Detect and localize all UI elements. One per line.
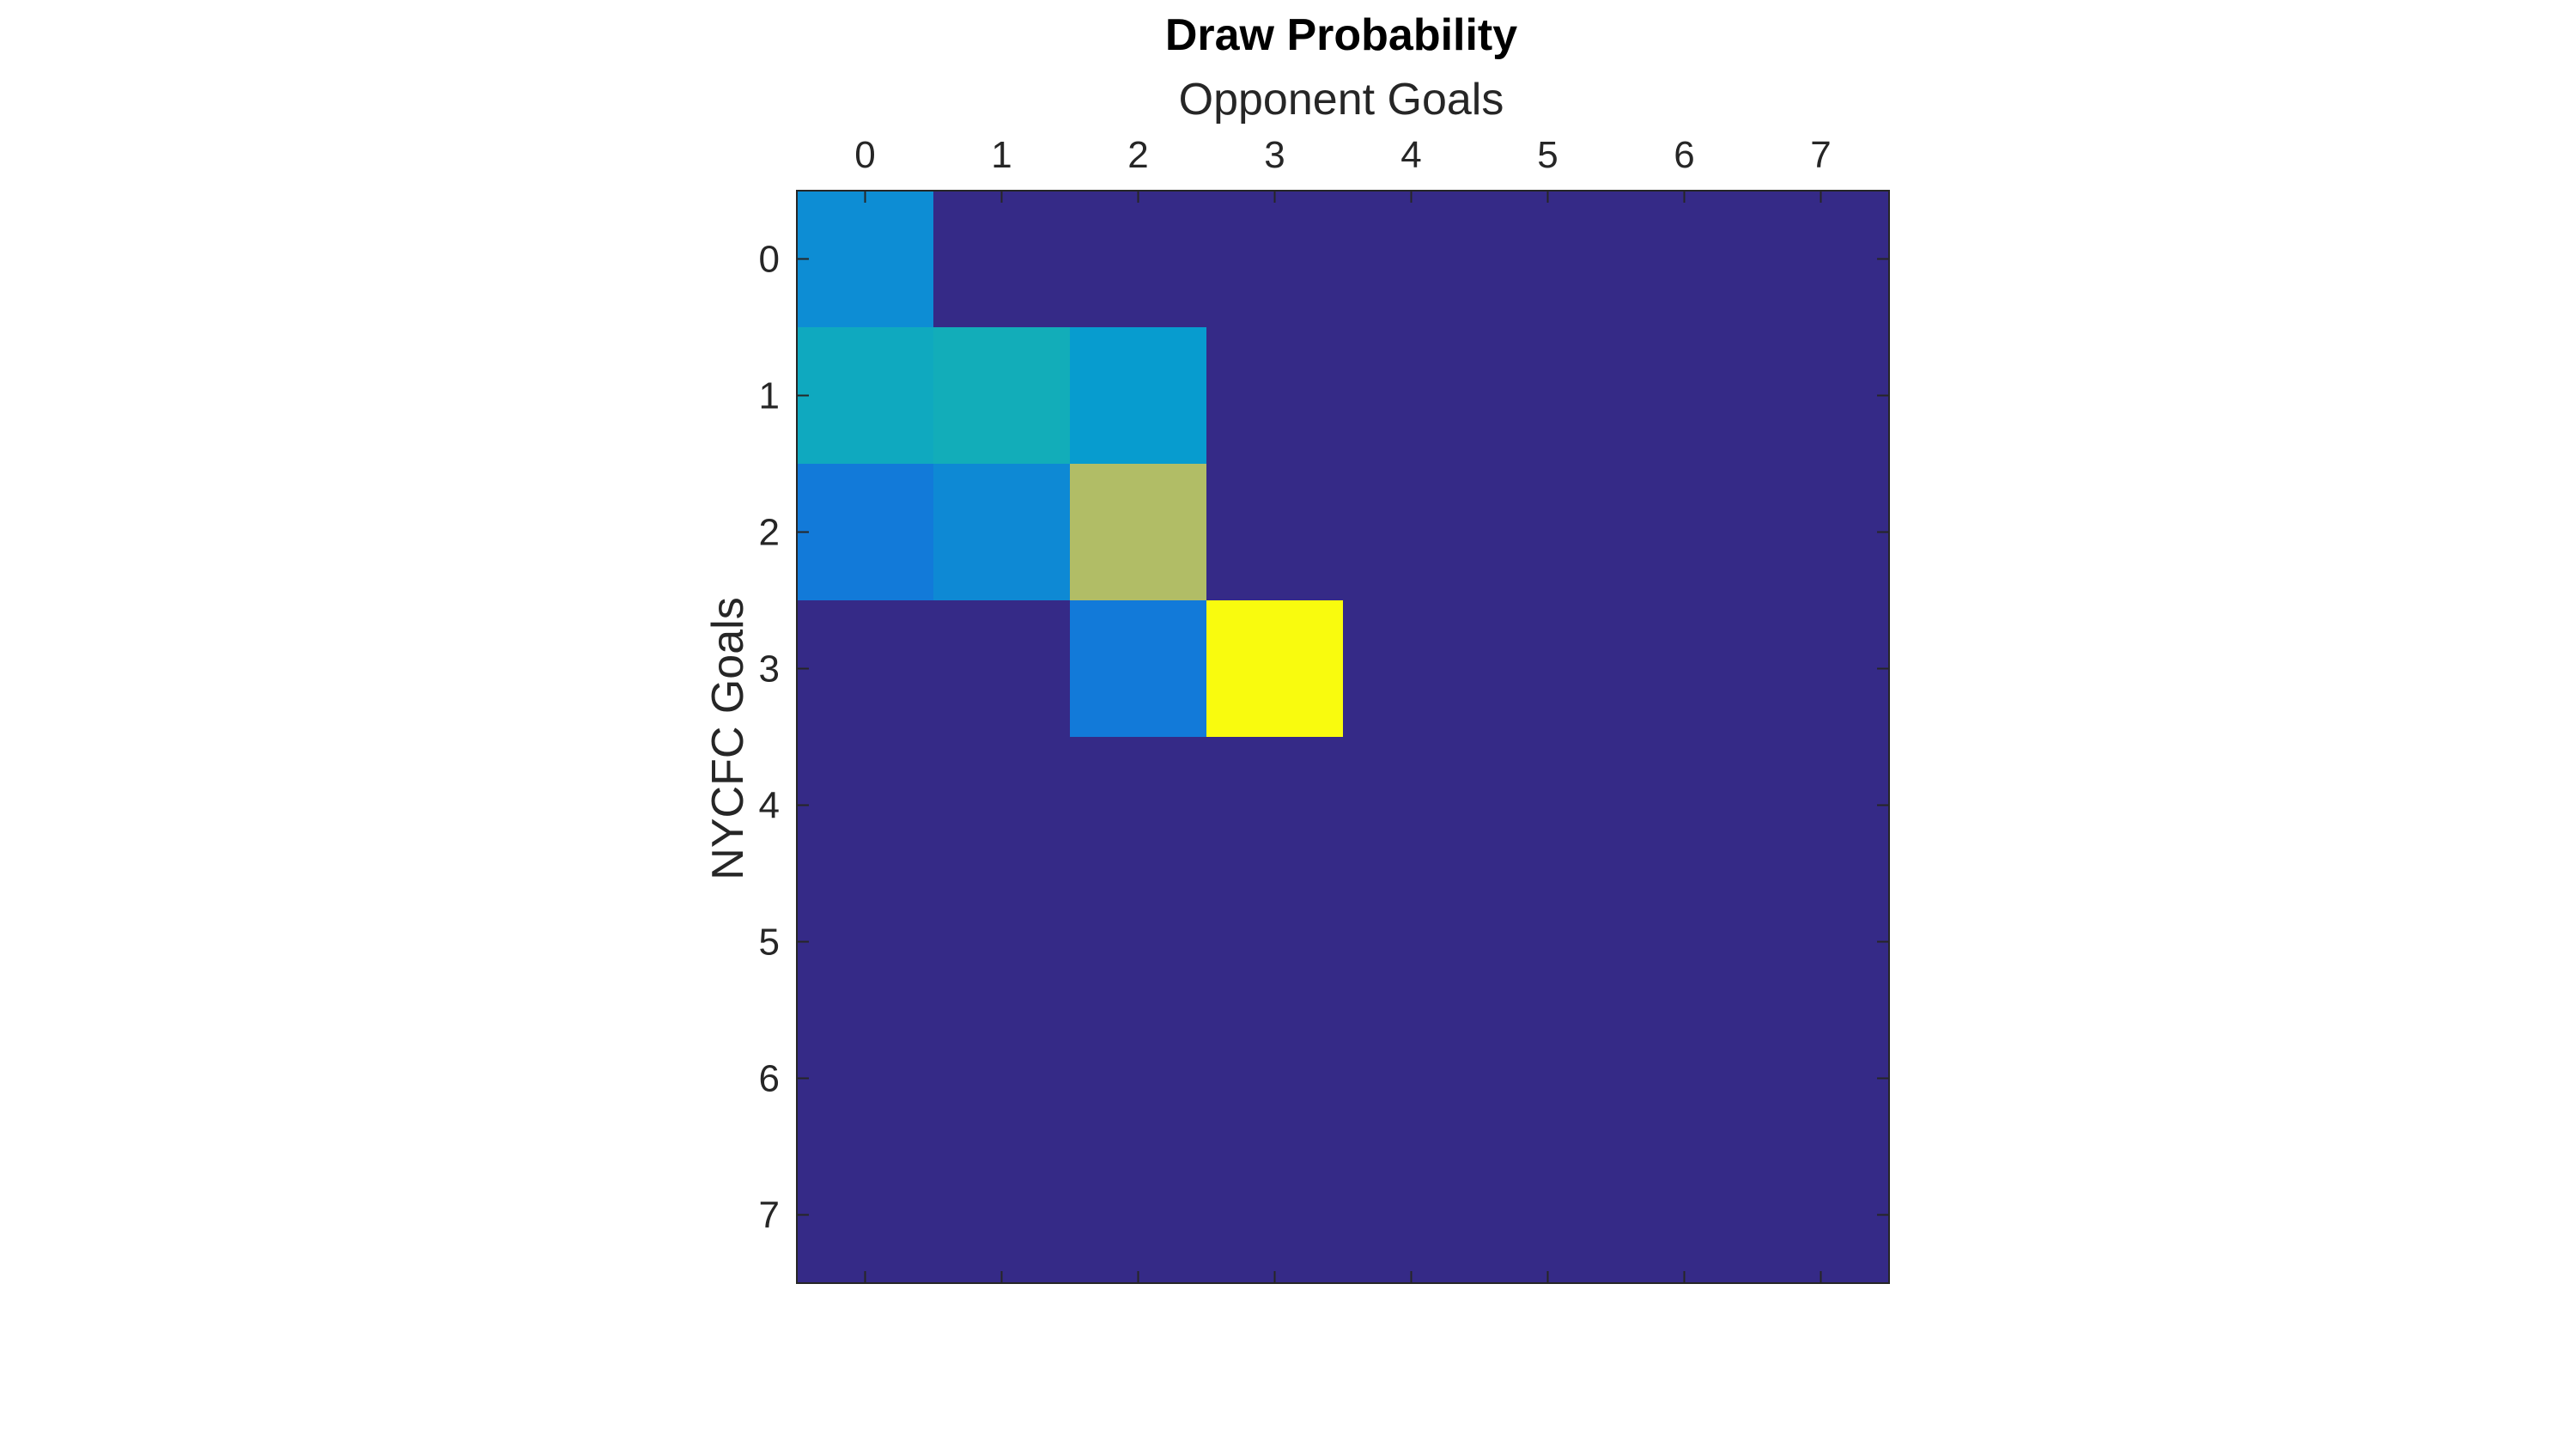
heatmap-cell (1070, 1010, 1207, 1147)
heatmap-cell (1343, 1010, 1480, 1147)
x-tick-label: 5 (1537, 134, 1558, 176)
heatmap-cell (1479, 191, 1617, 328)
heatmap-cell (1070, 873, 1207, 1011)
heatmap-cell (933, 1147, 1071, 1284)
heatmap-cell (1343, 1147, 1480, 1284)
heatmap-cell (1343, 600, 1480, 738)
heatmap-cell (933, 1010, 1071, 1147)
heatmap-cell (1753, 191, 1890, 328)
heatmap-cell (1616, 1147, 1753, 1284)
x-tick-label: 0 (854, 134, 875, 176)
heatmap-cell (797, 600, 934, 738)
heatmap-cell (797, 1010, 934, 1147)
axes-box (796, 190, 1890, 1284)
heatmap-cell (1479, 600, 1617, 738)
x-tick-label: 6 (1674, 134, 1694, 176)
heatmap-cell (933, 191, 1071, 328)
heatmap-cell (1479, 1010, 1617, 1147)
heatmap-cell (1206, 1010, 1344, 1147)
axes-frame (796, 190, 1890, 1284)
heatmap-cell (1479, 873, 1617, 1011)
heatmap-cell (1753, 873, 1890, 1011)
heatmap-cell (1753, 464, 1890, 601)
heatmap-cell (1753, 1010, 1890, 1147)
heatmap-cell (933, 873, 1071, 1011)
heatmap-cell (1206, 191, 1344, 328)
y-tick-label: 6 (759, 1058, 780, 1100)
heatmap-cell (1070, 737, 1207, 874)
y-axis-ticks: 0 1 2 3 4 5 6 7 (759, 239, 1889, 1237)
heatmap-cell (1479, 737, 1617, 874)
heatmap-cell (933, 737, 1071, 874)
y-tick-label: 1 (759, 375, 780, 417)
y-tick-label: 4 (759, 785, 780, 827)
heatmap-cell (1343, 464, 1480, 601)
x-axis-ticks: 0 1 2 3 4 5 6 7 (854, 134, 1832, 1283)
heatmap-cell (1616, 737, 1753, 874)
heatmap-cell (1753, 1147, 1890, 1284)
heatmap-cell (1479, 1147, 1617, 1284)
heatmap-cell (1616, 873, 1753, 1011)
heatmap-cells (797, 191, 1890, 1284)
heatmap-cell (1616, 600, 1753, 738)
heatmap-cell (1206, 327, 1344, 465)
heatmap-cell (1343, 873, 1480, 1011)
chart-title: Draw Probability (1165, 10, 1517, 60)
heatmap-cell (1753, 327, 1890, 465)
heatmap-cell (1616, 464, 1753, 601)
heatmap-cell (1343, 737, 1480, 874)
x-tick-label: 7 (1810, 134, 1831, 176)
y-axis-label: NYCFC Goals (703, 597, 753, 879)
heatmap-cell (1479, 327, 1617, 465)
heatmap-cell (1070, 600, 1207, 738)
heatmap-cell (1206, 1147, 1344, 1284)
heatmap-cell (797, 327, 934, 465)
heatmap-cell (1616, 327, 1753, 465)
heatmap-cell (933, 327, 1071, 465)
x-tick-label: 4 (1400, 134, 1421, 176)
heatmap-cell (1616, 191, 1753, 328)
x-tick-label: 3 (1264, 134, 1285, 176)
x-axis-label: Opponent Goals (1179, 75, 1504, 125)
heatmap-cell (1343, 191, 1480, 328)
y-tick-label: 7 (759, 1195, 780, 1237)
heatmap-cell (1616, 1010, 1753, 1147)
heatmap-cell (1206, 464, 1344, 601)
y-tick-label: 3 (759, 648, 780, 691)
heatmap-cell (1070, 1147, 1207, 1284)
heatmap-cell (1343, 327, 1480, 465)
y-tick-label: 0 (759, 239, 780, 281)
heatmap-cell (797, 873, 934, 1011)
heatmap-cell (1070, 327, 1207, 465)
y-tick-label: 5 (759, 922, 780, 964)
heatmap-cell (1206, 600, 1344, 738)
heatmap-cell (1753, 600, 1890, 738)
heatmap-cell (1206, 873, 1344, 1011)
heatmap-cell (1753, 737, 1890, 874)
y-tick-label: 2 (759, 512, 780, 554)
heatmap-cell (1070, 191, 1207, 328)
x-tick-label: 1 (991, 134, 1012, 176)
heatmap-cell (797, 737, 934, 874)
heatmap-cell (1206, 737, 1344, 874)
heatmap-cell (1070, 464, 1207, 601)
heatmap-cell (797, 464, 934, 601)
heatmap-cell (933, 600, 1071, 738)
heatmap-cell (933, 464, 1071, 601)
heatmap-cell (797, 1147, 934, 1284)
heatmap-cell (1479, 464, 1617, 601)
heatmap-cell (797, 191, 934, 328)
x-tick-label: 2 (1127, 134, 1148, 176)
